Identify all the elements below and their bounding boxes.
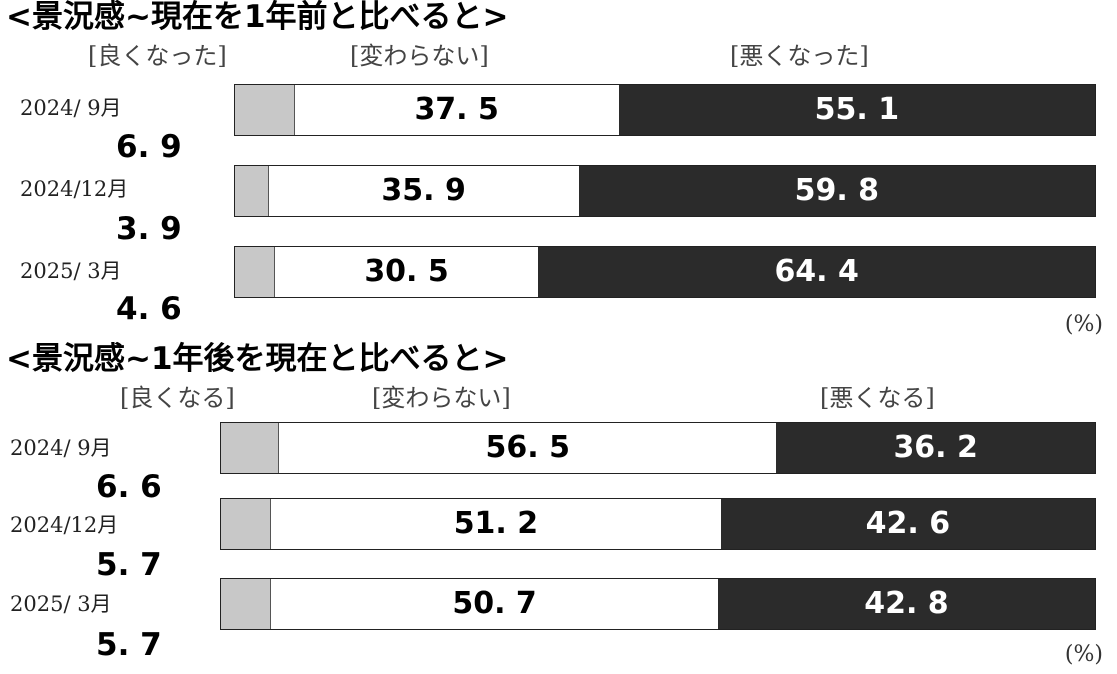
good-value: 3. 9 — [116, 211, 182, 247]
chart-next-year-vs-current: <景況感~1年後を現在と比べると> [良くなる] [変わらない] [悪くなる] … — [0, 338, 1117, 674]
bar-seg-bad: 64. 4 — [538, 247, 1095, 297]
stacked-bar: 30. 5 64. 4 — [234, 246, 1096, 298]
bar-label-bad: 42. 8 — [864, 586, 949, 621]
bar-seg-good — [221, 579, 272, 629]
stacked-bar: 35. 9 59. 8 — [234, 165, 1096, 217]
row-date: 2024/12月 — [10, 513, 119, 537]
bar-label-bad: 55. 1 — [814, 92, 900, 127]
legend-good: [良くなった] — [88, 42, 227, 70]
bar-label-same: 51. 2 — [453, 506, 539, 541]
stacked-bar: 37. 5 55. 1 — [234, 84, 1096, 136]
unit-label: (%) — [1064, 642, 1103, 667]
legend-same: [変わらない] — [372, 384, 511, 412]
bar-seg-bad: 42. 8 — [717, 579, 1095, 629]
legend-bad: [悪くなった] — [730, 42, 869, 70]
row-date: 2024/12月 — [20, 177, 129, 201]
bar-seg-same: 56. 5 — [279, 423, 777, 473]
row-date: 2025/ 3月 — [10, 592, 112, 616]
stacked-bar: 50. 7 42. 8 — [220, 578, 1096, 630]
good-value: 5. 7 — [96, 627, 162, 663]
legend-bad: [悪くなる] — [820, 384, 935, 412]
good-value: 6. 9 — [116, 129, 182, 165]
good-value: 5. 7 — [96, 547, 162, 583]
bar-seg-good — [235, 166, 269, 216]
bar-label-same: 56. 5 — [485, 430, 570, 465]
chart-current-vs-last-year: <景況感~現在を1年前と比べると> [良くなった] [変わらない] [悪くなった… — [6, 0, 1103, 337]
bar-seg-bad: 55. 1 — [618, 85, 1095, 135]
bar-seg-bad: 36. 2 — [776, 423, 1095, 473]
bar-label-bad: 64. 4 — [774, 254, 859, 289]
legend-good: [良くなる] — [120, 384, 235, 412]
bar-label-same: 35. 9 — [381, 173, 466, 208]
stacked-bar: 51. 2 42. 6 — [220, 498, 1096, 550]
bar-label-bad: 42. 6 — [865, 506, 951, 541]
bar-label-bad: 59. 8 — [794, 173, 880, 208]
chart-title: <景況感~1年後を現在と比べると> — [6, 341, 509, 377]
row-date: 2024/ 9月 — [10, 436, 112, 460]
chart-title: <景況感~現在を1年前と比べると> — [6, 0, 509, 35]
bar-seg-bad: 59. 8 — [578, 166, 1095, 216]
bar-label-same: 30. 5 — [364, 254, 449, 289]
bar-seg-good — [235, 247, 275, 297]
good-value: 6. 6 — [96, 469, 162, 505]
bar-seg-good — [235, 85, 295, 135]
row-date: 2024/ 9月 — [20, 96, 122, 120]
bar-label-same: 37. 5 — [414, 92, 499, 127]
bar-seg-same: 30. 5 — [274, 247, 539, 297]
bar-seg-bad: 42. 6 — [720, 499, 1095, 549]
bar-label-same: 50. 7 — [452, 586, 537, 621]
unit-label: (%) — [1064, 312, 1103, 337]
bar-seg-same: 35. 9 — [268, 166, 579, 216]
bar-seg-good — [221, 499, 272, 549]
row-date: 2025/ 3月 — [20, 259, 122, 283]
good-value: 4. 6 — [116, 291, 182, 327]
stacked-bar: 56. 5 36. 2 — [220, 422, 1096, 474]
bar-seg-same: 37. 5 — [294, 85, 619, 135]
bar-seg-same: 51. 2 — [271, 499, 721, 549]
bar-seg-good — [221, 423, 280, 473]
bar-label-bad: 36. 2 — [893, 430, 978, 465]
bar-seg-same: 50. 7 — [271, 579, 718, 629]
legend-same: [変わらない] — [350, 42, 489, 70]
